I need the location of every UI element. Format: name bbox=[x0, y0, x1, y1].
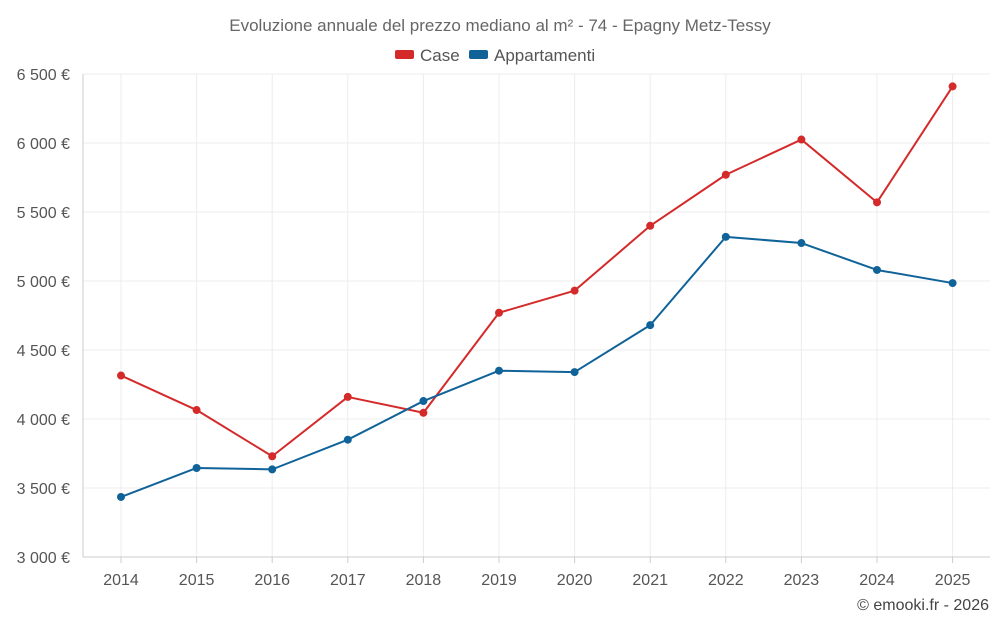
data-point-case[interactable] bbox=[570, 286, 579, 295]
data-point-appartamenti[interactable] bbox=[343, 435, 352, 444]
series-line-case bbox=[120, 85, 954, 458]
series bbox=[117, 82, 957, 501]
x-tick-label: 2015 bbox=[179, 572, 215, 589]
x-tick-label: 2014 bbox=[103, 572, 139, 589]
x-tick-label: 2023 bbox=[784, 572, 820, 589]
data-point-appartamenti[interactable] bbox=[192, 463, 201, 472]
x-tick-label: 2022 bbox=[708, 572, 744, 589]
grid bbox=[83, 73, 990, 557]
data-point-case[interactable] bbox=[721, 170, 730, 179]
data-point-case[interactable] bbox=[873, 198, 881, 207]
y-tick-label: 4 500 € bbox=[17, 343, 70, 360]
x-tick-label: 2024 bbox=[859, 572, 895, 589]
data-point-case[interactable] bbox=[419, 408, 428, 417]
data-point-case[interactable] bbox=[117, 371, 125, 380]
data-point-case[interactable] bbox=[797, 135, 806, 144]
legend-swatch bbox=[469, 50, 488, 59]
y-tick-label: 5 000 € bbox=[17, 274, 70, 291]
data-point-case[interactable] bbox=[192, 406, 201, 415]
data-point-appartamenti[interactable] bbox=[268, 465, 277, 474]
x-tick-label: 2016 bbox=[254, 572, 290, 589]
x-tick-label: 2017 bbox=[330, 572, 366, 589]
data-point-appartamenti[interactable] bbox=[570, 368, 579, 377]
legend-label: Case bbox=[420, 46, 460, 65]
axes: 3 000 € 3 500 € 4 000 € 4 500 € 5 000 € 5 500… bbox=[17, 67, 990, 589]
data-point-appartamenti[interactable] bbox=[873, 265, 881, 274]
data-point-case[interactable] bbox=[268, 452, 277, 461]
x-tick-label: 2018 bbox=[406, 572, 442, 589]
legend-item-appartamenti[interactable]: Appartamenti bbox=[469, 46, 595, 65]
x-tick-label: 2019 bbox=[481, 572, 517, 589]
y-tick-label: 3 500 € bbox=[17, 481, 70, 498]
data-point-appartamenti[interactable] bbox=[419, 397, 428, 406]
legend-swatch bbox=[395, 50, 414, 59]
data-point-appartamenti[interactable] bbox=[721, 232, 730, 241]
y-tick-label: 6 500 € bbox=[17, 67, 70, 84]
data-point-case[interactable] bbox=[646, 221, 655, 230]
data-point-case[interactable] bbox=[343, 392, 352, 401]
legend[interactable]: Case Appartamenti bbox=[395, 46, 595, 65]
x-tick-label: 2020 bbox=[557, 572, 593, 589]
legend-label: Appartamenti bbox=[494, 46, 595, 65]
y-tick-label: 5 500 € bbox=[17, 205, 70, 222]
x-tick-label: 2021 bbox=[632, 572, 668, 589]
data-point-appartamenti[interactable] bbox=[117, 492, 125, 501]
y-tick-label: 4 000 € bbox=[17, 412, 70, 429]
data-point-case[interactable] bbox=[948, 82, 957, 91]
chart-title: Evoluzione annuale del prezzo mediano al… bbox=[229, 16, 771, 35]
data-point-appartamenti[interactable] bbox=[797, 239, 806, 248]
data-point-appartamenti[interactable] bbox=[948, 279, 957, 288]
data-point-appartamenti[interactable] bbox=[495, 366, 503, 375]
y-tick-label: 6 000 € bbox=[17, 136, 70, 153]
data-point-appartamenti[interactable] bbox=[646, 321, 655, 330]
legend-item-case[interactable]: Case bbox=[395, 46, 460, 65]
data-point-case[interactable] bbox=[495, 308, 503, 317]
copyright-text: © emooki.fr - 2026 bbox=[857, 597, 989, 614]
x-tick-label: 2025 bbox=[935, 572, 971, 589]
series-line-appartamenti bbox=[120, 235, 953, 498]
y-tick-label: 3 000 € bbox=[17, 550, 70, 567]
